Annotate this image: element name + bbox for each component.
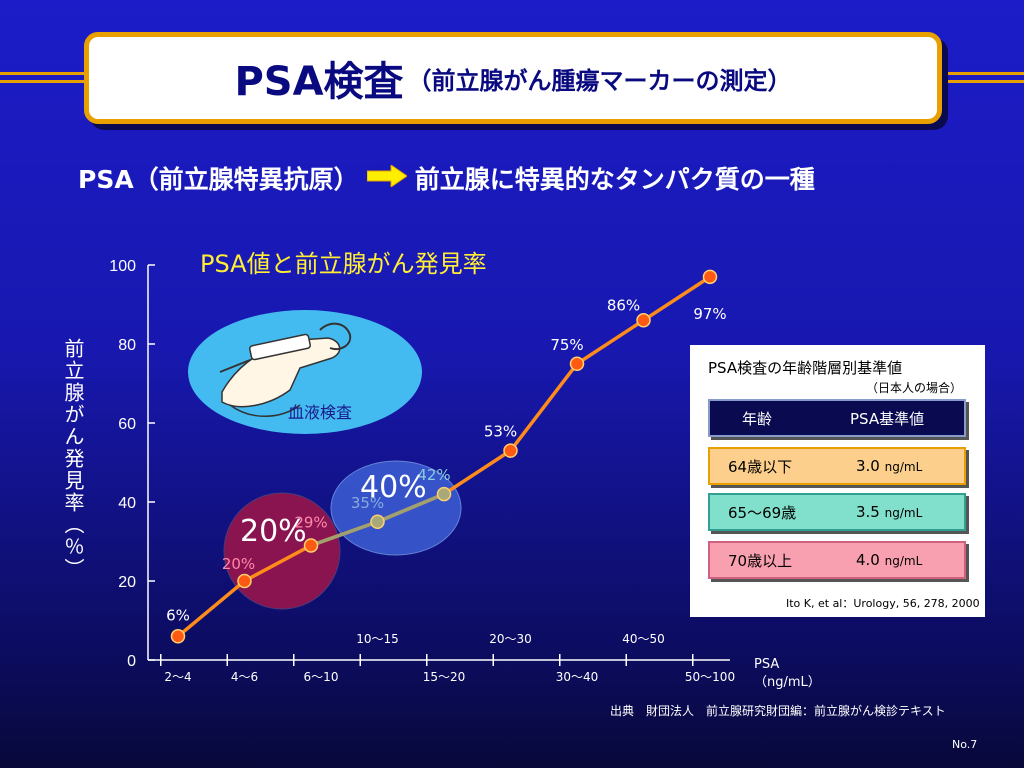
data-point (170, 629, 186, 644)
y-tick-label: 40 (118, 495, 136, 512)
x-tick-label: 20〜30 (489, 632, 532, 646)
value-unit: ng/mL (884, 506, 923, 520)
x-axis-label-line-2: （ng/mL） (754, 675, 821, 690)
data-label: 6% (166, 606, 190, 624)
page-title: PSA検査 (234, 59, 404, 105)
row-age: 65〜69歳 (728, 503, 797, 522)
header-psa: PSA基準値 (850, 409, 925, 428)
blood-test-illustration (219, 322, 352, 417)
right-arrow-icon (366, 163, 408, 193)
value-number: 3.5 (856, 503, 880, 521)
x-tick-label: 6〜10 (304, 670, 339, 684)
x-tick-label: 30〜40 (556, 670, 599, 684)
page-number: No.7 (952, 738, 978, 751)
annotation-40: 40% (360, 470, 427, 505)
x-tick-label: 2〜4 (164, 670, 191, 684)
x-tick-label: 50〜100 (685, 670, 735, 684)
subtitle: PSA（前立腺特異抗原） 前立腺に特異的なタンパク質の一種 (78, 160, 815, 196)
data-label: 29% (294, 513, 327, 531)
y-tick-label: 60 (118, 416, 136, 433)
table-row: 64歳以下 3.0 ng/mL (708, 447, 966, 485)
value-unit: ng/mL (884, 460, 923, 474)
chart-title: PSA値と前立腺がん発見率 (200, 250, 487, 278)
row-value: 4.0 ng/mL (856, 551, 922, 569)
data-point (702, 269, 718, 285)
value-number: 3.0 (856, 457, 880, 475)
blood-test-label: 血液検査 (288, 403, 353, 422)
value-number: 4.0 (856, 551, 880, 569)
annotation-20: 20% (240, 514, 307, 549)
data-label: 20% (222, 555, 255, 573)
data-point (303, 538, 319, 553)
y-tick-label: 0 (127, 653, 136, 670)
header-age: 年齢 (742, 409, 773, 428)
data-point (237, 573, 252, 589)
x-tick-label: 4〜6 (231, 670, 258, 684)
table-row: 65〜69歳 3.5 ng/mL (708, 493, 966, 531)
x-axis-label: PSA （ng/mL） (754, 656, 821, 692)
row-value: 3.0 ng/mL (856, 457, 922, 475)
data-label: 97% (693, 305, 726, 323)
y-tick-label: 20 (118, 574, 136, 591)
title-box: PSA検査 （前立腺がん腫瘍マーカーの測定） (84, 32, 942, 124)
panel-title: PSA検査の年齢階層別基準値 (708, 359, 903, 377)
subtitle-right: 前立腺に特異的なタンパク質の一種 (414, 165, 815, 194)
table-header: 年齢 PSA基準値 (708, 399, 966, 437)
page-title-sub: （前立腺がん腫瘍マーカーの測定） (407, 66, 792, 95)
highlight-circle-40 (330, 460, 462, 556)
row-age: 70歳以上 (728, 551, 793, 570)
row-age: 64歳以下 (728, 457, 793, 476)
reference-panel: PSA検査の年齢階層別基準値 （日本人の場合） 年齢 PSA基準値 64歳以下 … (690, 345, 985, 617)
x-tick-label: 10〜15 (356, 632, 399, 646)
x-axis-label-line-1: PSA (754, 657, 780, 672)
data-point (636, 313, 651, 328)
subtitle-left: PSA（前立腺特異抗原） (78, 165, 359, 194)
data-point (503, 443, 518, 458)
table-row: 70歳以上 4.0 ng/mL (708, 541, 966, 579)
highlight-circle-20 (223, 492, 341, 610)
citation: Ito K, et al：Urology, 56, 278, 2000 (786, 597, 980, 610)
x-tick-label: 15〜20 (423, 670, 466, 684)
data-label: 42% (417, 466, 450, 484)
data-point (436, 486, 452, 502)
data-label: 86% (607, 296, 640, 314)
source-note: 出典 財団法人 前立腺研究財団編：前立腺がん検診テキスト (610, 704, 946, 718)
x-tick-label: 40〜50 (622, 632, 665, 646)
row-value: 3.5 ng/mL (856, 503, 922, 521)
data-label: 75% (550, 336, 583, 354)
data-point (569, 356, 585, 371)
y-tick-label: 100 (109, 258, 136, 275)
data-point (370, 514, 385, 529)
y-tick-label: 80 (118, 337, 136, 354)
data-label: 35% (351, 494, 384, 512)
panel-note: （日本人の場合） (866, 381, 963, 395)
value-unit: ng/mL (884, 554, 923, 568)
y-axis-label: 前立腺がん発見率（％） (61, 338, 85, 580)
data-label: 53% (484, 423, 517, 441)
